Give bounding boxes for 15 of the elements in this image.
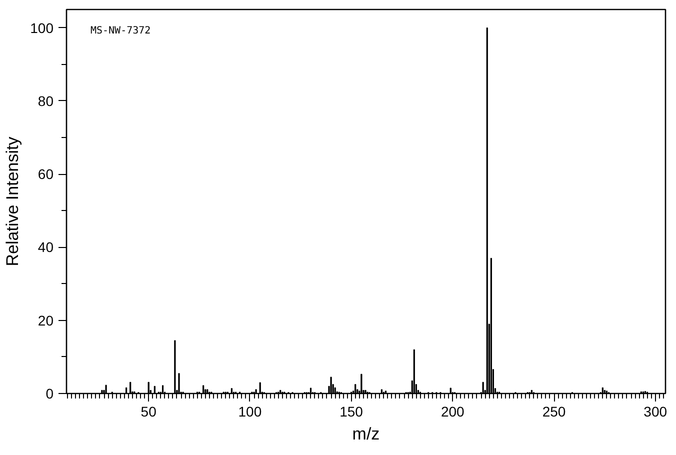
y-axis-title: Relative Intensity (3, 136, 22, 266)
y-tick-label: 0 (46, 386, 54, 402)
x-tick-label: 250 (542, 404, 566, 420)
y-tick-label: 100 (30, 20, 54, 36)
x-tick-label: 50 (140, 404, 157, 420)
y-tick-label: 40 (38, 239, 54, 256)
annotation: MS-NW-7372 (90, 25, 151, 36)
x-tick-label: 150 (340, 404, 364, 420)
y-tick-label: 60 (38, 166, 54, 182)
x-axis-title: m/z (352, 424, 380, 444)
y-tick-label: 80 (38, 92, 54, 109)
x-tick-label: 300 (644, 404, 668, 420)
y-tick-label: 20 (38, 312, 54, 328)
x-tick-label: 100 (238, 404, 262, 420)
x-tick-label: 200 (440, 404, 465, 420)
